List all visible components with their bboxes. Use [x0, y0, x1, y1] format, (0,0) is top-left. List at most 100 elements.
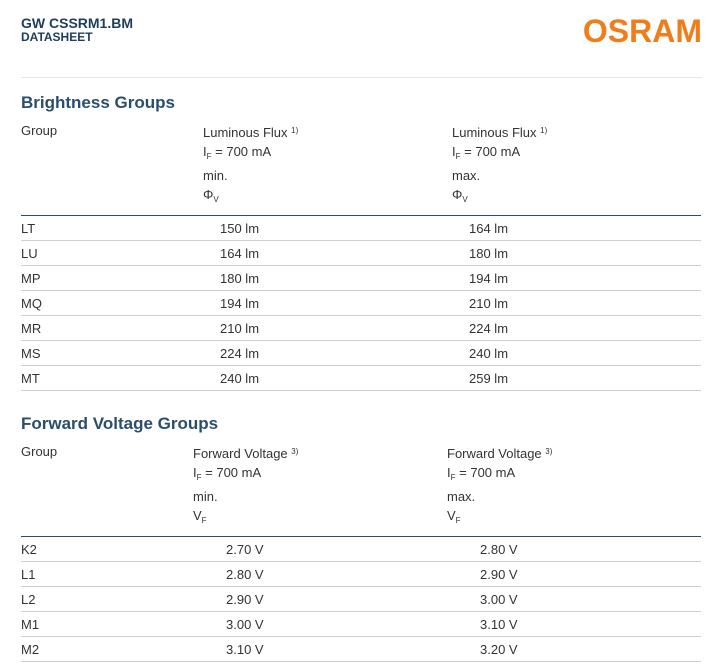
- current-symbol: I: [193, 465, 197, 480]
- header-min-flux-label: Luminous Flux: [203, 125, 288, 140]
- min-cell: 180 lm: [203, 265, 452, 291]
- header-max-flux-label: Luminous Flux: [452, 125, 537, 140]
- min-cell: 2.90 V: [193, 586, 447, 612]
- limit-label: max.: [452, 168, 481, 183]
- voltage-groups-title: Forward Voltage Groups: [21, 414, 219, 433]
- current-value: = 700 mA: [215, 144, 272, 159]
- table-row: K2 2.70 V 2.80 V: [21, 536, 701, 562]
- table-row: L1 2.80 V 2.90 V: [21, 561, 701, 587]
- header-group: Group: [21, 442, 193, 537]
- flux-subscript: V: [213, 195, 219, 204]
- min-cell: 2.80 V: [193, 561, 447, 587]
- table-row: M2 3.10 V 3.20 V: [21, 636, 701, 662]
- max-cell: 2.80 V: [447, 536, 701, 562]
- table-row: LU 164 lm 180 lm: [21, 240, 701, 266]
- max-cell: 3.10 V: [447, 611, 701, 637]
- header-min-voltage-label: Forward Voltage: [193, 446, 288, 461]
- group-cell: MR: [21, 315, 203, 341]
- current-symbol: I: [203, 144, 207, 159]
- brightness-table: Group Luminous Flux 1) IF = 700 mA min. …: [21, 121, 701, 391]
- max-cell: 259 lm: [452, 365, 701, 391]
- group-cell: MQ: [21, 290, 203, 316]
- footnote-ref: 3): [545, 447, 553, 456]
- current-symbol: I: [452, 144, 456, 159]
- brightness-groups-section: Brightness Groups Group Luminous Flux 1)…: [21, 93, 701, 391]
- max-cell: 210 lm: [452, 290, 701, 316]
- limit-label: max.: [447, 489, 476, 504]
- table-row: MR 210 lm 224 lm: [21, 315, 701, 341]
- table-row: M1 3.00 V 3.10 V: [21, 611, 701, 637]
- max-cell: 194 lm: [452, 265, 701, 291]
- current-symbol: I: [447, 465, 451, 480]
- header-divider: [21, 77, 702, 78]
- group-cell: LT: [21, 215, 203, 241]
- brightness-groups-title: Brightness Groups: [21, 93, 175, 112]
- group-cell: M2: [21, 636, 193, 662]
- current-subscript: F: [450, 473, 456, 482]
- min-cell: 240 lm: [203, 365, 452, 391]
- header-min-flux: Luminous Flux 1) IF = 700 mA min. ΦV: [203, 121, 452, 216]
- header-group: Group: [21, 121, 203, 216]
- max-cell: 224 lm: [452, 315, 701, 341]
- table-row: L2 2.90 V 3.00 V: [21, 586, 701, 612]
- table-row: MT 240 lm 259 lm: [21, 365, 701, 391]
- min-cell: 194 lm: [203, 290, 452, 316]
- document-header: GW CSSRM1.BM DATASHEET: [21, 16, 133, 44]
- group-cell: L2: [21, 586, 193, 612]
- current-value: = 700 mA: [464, 144, 521, 159]
- current-value: = 700 mA: [205, 465, 262, 480]
- header-max-voltage-label: Forward Voltage: [447, 446, 542, 461]
- min-cell: 164 lm: [203, 240, 452, 266]
- voltage-subscript: F: [201, 516, 207, 525]
- group-cell: M1: [21, 611, 193, 637]
- header-min-voltage: Forward Voltage 3) IF = 700 mA min. VF: [193, 442, 447, 537]
- group-cell: MT: [21, 365, 203, 391]
- group-cell: LU: [21, 240, 203, 266]
- max-cell: 164 lm: [452, 215, 701, 241]
- document-type: DATASHEET: [21, 30, 93, 44]
- limit-label: min.: [203, 168, 228, 183]
- flux-subscript: V: [462, 195, 468, 204]
- header-group-label: Group: [21, 123, 58, 138]
- max-cell: 3.00 V: [447, 586, 701, 612]
- min-cell: 3.00 V: [193, 611, 447, 637]
- group-cell: K2: [21, 536, 193, 562]
- group-cell: MS: [21, 340, 203, 366]
- voltage-groups-section: Forward Voltage Groups Group Forward Vol…: [21, 414, 701, 662]
- current-subscript: F: [196, 473, 202, 482]
- min-cell: 150 lm: [203, 215, 452, 241]
- voltage-header-row: Group Forward Voltage 3) IF = 700 mA min…: [21, 442, 701, 537]
- header-max-voltage: Forward Voltage 3) IF = 700 mA max. VF: [447, 442, 701, 537]
- current-subscript: F: [455, 152, 461, 161]
- max-cell: 180 lm: [452, 240, 701, 266]
- osram-logo: OSRAM: [582, 13, 702, 49]
- footnote-ref: 1): [291, 126, 299, 135]
- min-cell: 2.70 V: [193, 536, 447, 562]
- table-row: MQ 194 lm 210 lm: [21, 290, 701, 316]
- product-name: GW CSSRM1.BM: [21, 15, 133, 31]
- group-cell: MP: [21, 265, 203, 291]
- footnote-ref: 1): [540, 126, 548, 135]
- max-cell: 2.90 V: [447, 561, 701, 587]
- table-row: MP 180 lm 194 lm: [21, 265, 701, 291]
- brightness-header-row: Group Luminous Flux 1) IF = 700 mA min. …: [21, 121, 701, 216]
- voltage-symbol: V: [193, 508, 202, 523]
- flux-symbol: Φ: [203, 187, 214, 202]
- voltage-symbol: V: [447, 508, 456, 523]
- group-cell: L1: [21, 561, 193, 587]
- header-group-label: Group: [21, 444, 58, 459]
- flux-symbol: Φ: [452, 187, 463, 202]
- min-cell: 3.10 V: [193, 636, 447, 662]
- current-value: = 700 mA: [459, 465, 516, 480]
- header-max-flux: Luminous Flux 1) IF = 700 mA max. ΦV: [452, 121, 701, 216]
- min-cell: 224 lm: [203, 340, 452, 366]
- current-subscript: F: [206, 152, 212, 161]
- voltage-subscript: F: [455, 516, 461, 525]
- min-cell: 210 lm: [203, 315, 452, 341]
- max-cell: 3.20 V: [447, 636, 701, 662]
- footnote-ref: 3): [291, 447, 299, 456]
- table-row: LT 150 lm 164 lm: [21, 215, 701, 241]
- voltage-table: Group Forward Voltage 3) IF = 700 mA min…: [21, 442, 701, 662]
- table-row: MS 224 lm 240 lm: [21, 340, 701, 366]
- max-cell: 240 lm: [452, 340, 701, 366]
